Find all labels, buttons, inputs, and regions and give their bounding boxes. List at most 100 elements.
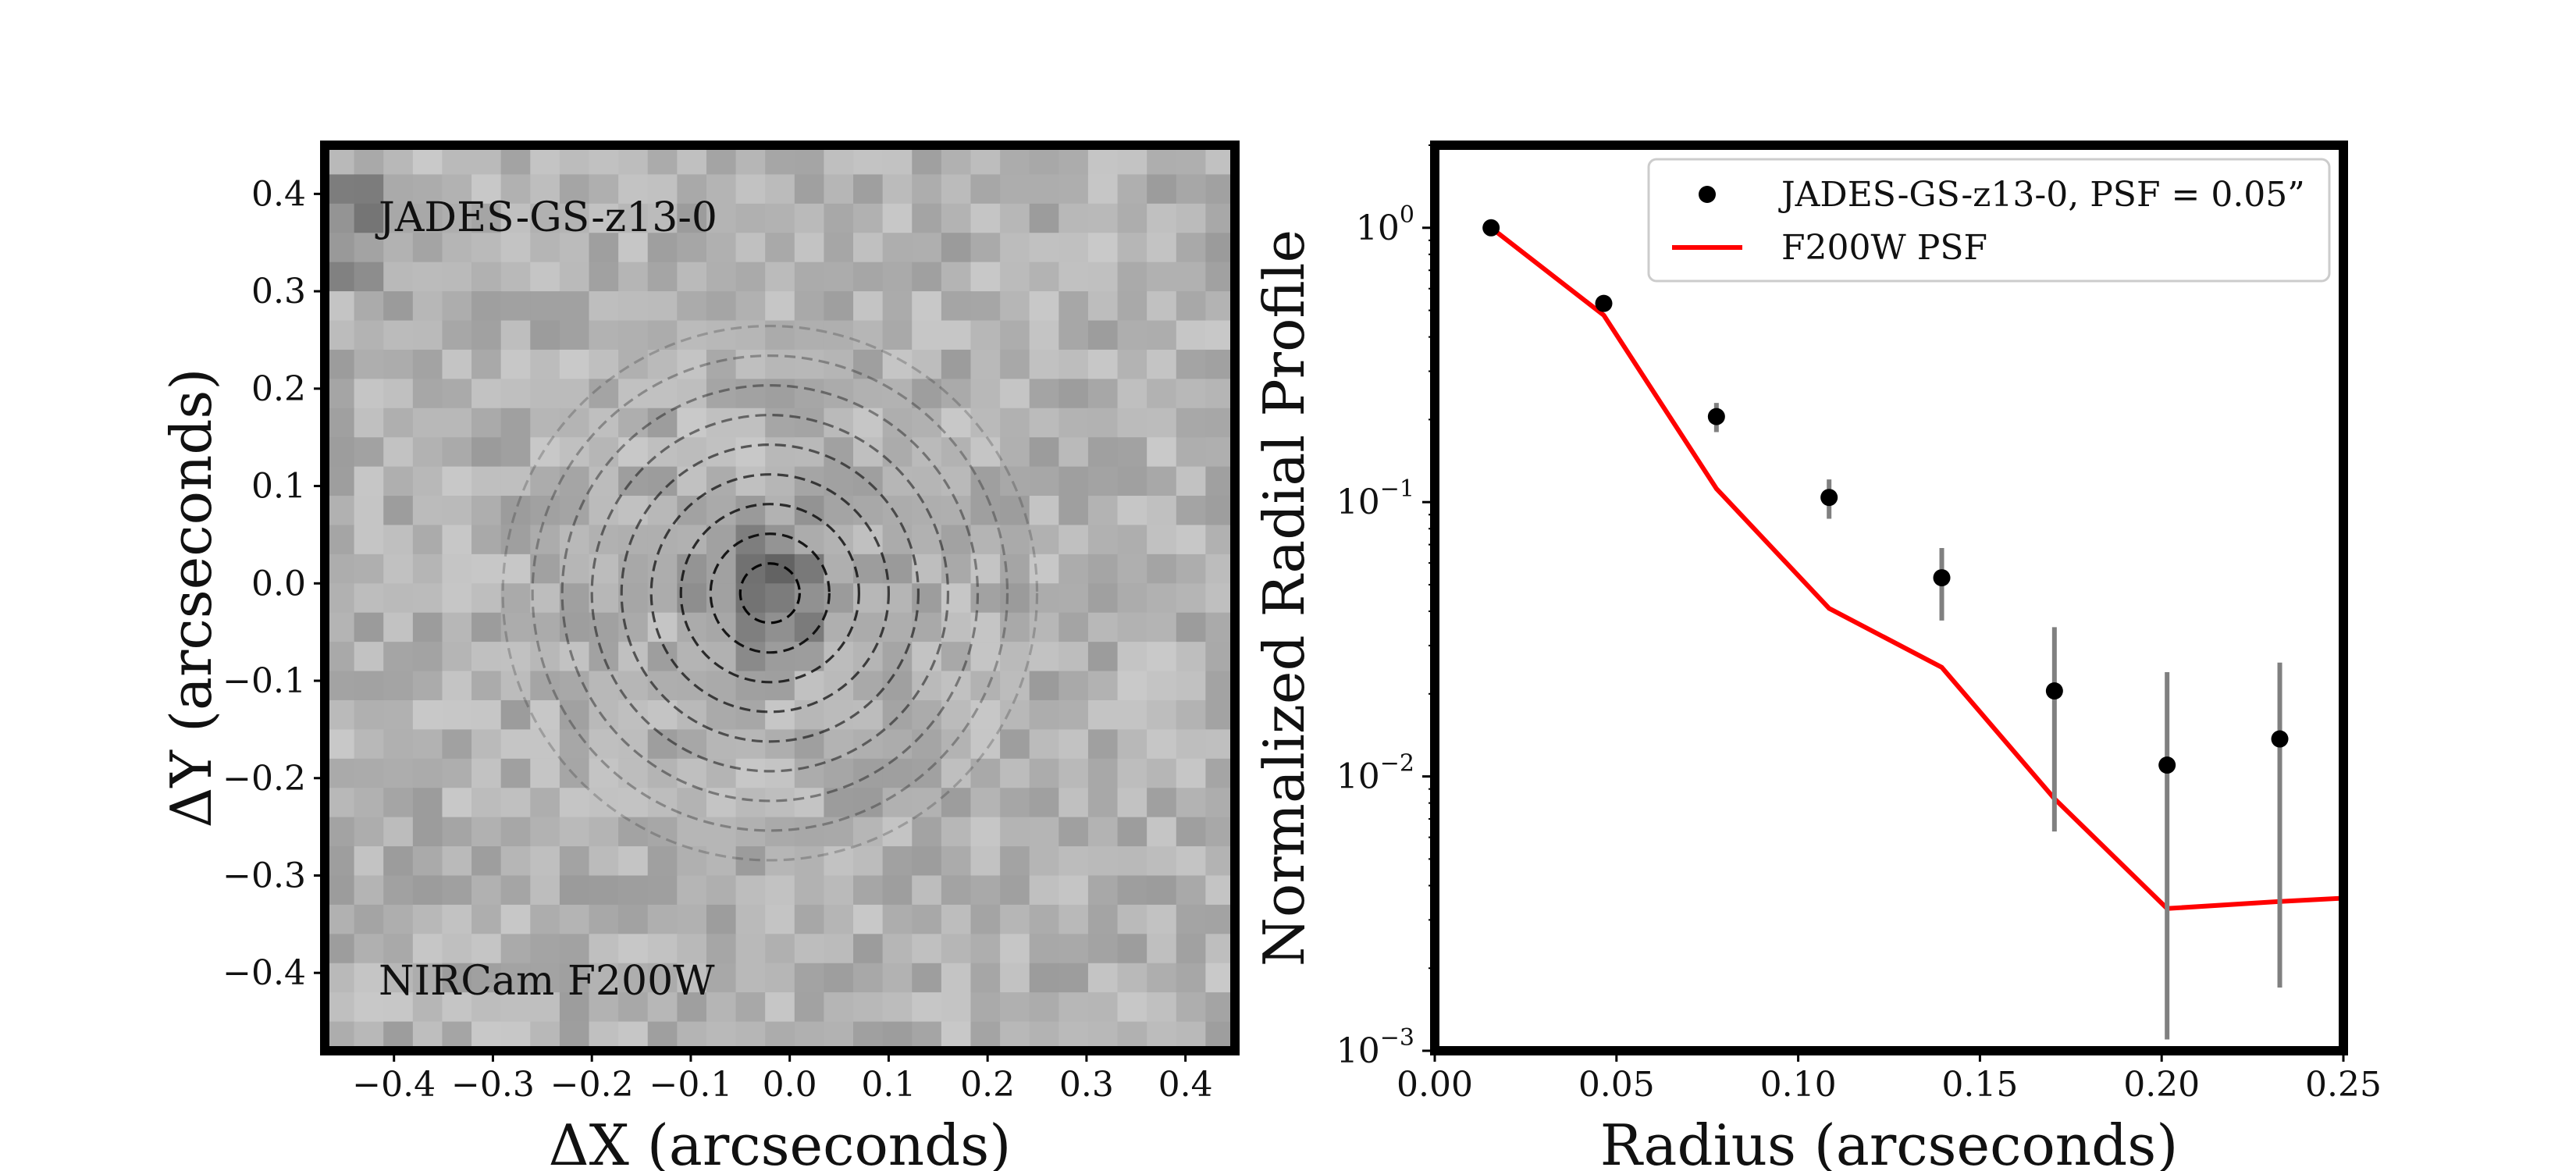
image-pixel	[1117, 1021, 1147, 1051]
image-pixel	[1087, 496, 1119, 526]
profile-y-ticks: 100 10−1 10−2 10−3	[1336, 144, 1435, 1071]
image-pixel	[530, 875, 560, 906]
image-pixel	[1147, 642, 1177, 672]
image-pixel	[1117, 233, 1147, 263]
image-pixel	[882, 875, 913, 906]
image-pixel	[325, 671, 355, 701]
image-pixel	[853, 525, 884, 555]
image-pixel	[412, 233, 443, 263]
data-point	[1595, 294, 1613, 312]
image-pixel	[970, 788, 1001, 818]
image-pixel	[1000, 992, 1030, 1023]
image-pixel	[1117, 553, 1147, 584]
image-y-tick-label: −0.3	[222, 856, 306, 895]
image-pixel	[412, 934, 443, 964]
image-pixel	[970, 553, 1001, 584]
image-pixel	[882, 583, 913, 614]
image-pixel	[1205, 934, 1235, 964]
image-pixel	[882, 846, 913, 877]
image-pixel	[559, 788, 590, 818]
image-pixel	[824, 934, 854, 964]
image-pixel	[853, 642, 884, 672]
image-pixel	[882, 817, 913, 847]
image-pixel	[589, 233, 619, 263]
image-pixel	[589, 671, 619, 701]
image-pixel	[412, 788, 443, 818]
image-pixel	[706, 320, 737, 351]
image-pixel	[941, 1021, 972, 1051]
legend-box	[1647, 158, 2331, 283]
image-pixel	[471, 934, 502, 964]
image-pixel	[706, 437, 737, 468]
image-pixel	[706, 291, 737, 322]
image-pixel	[500, 496, 531, 526]
image-pixel	[912, 671, 942, 701]
image-pixel	[882, 904, 913, 934]
profile-x-tick-label: 0.25	[2305, 1065, 2382, 1105]
image-pixel	[912, 846, 942, 877]
image-pixel	[1059, 934, 1089, 964]
image-pixel	[941, 437, 972, 468]
image-pixel	[1147, 612, 1177, 642]
image-pixel	[1117, 583, 1147, 614]
image-pixel	[677, 408, 707, 438]
image-pixel	[1117, 758, 1147, 788]
image-pixel	[589, 203, 619, 233]
image-pixel	[912, 553, 942, 584]
image-pixel	[794, 145, 825, 176]
image-panel-frame	[320, 141, 1240, 1055]
image-pixel	[647, 583, 678, 614]
image-pixel	[442, 145, 472, 176]
image-pixel	[618, 437, 649, 468]
image-pixel	[500, 846, 531, 877]
image-pixel	[471, 1021, 502, 1051]
image-pixel	[765, 437, 795, 468]
image-pixel	[824, 145, 854, 176]
image-pixel	[941, 904, 972, 934]
image-pixel	[1176, 934, 1206, 964]
image-pixel	[765, 758, 795, 788]
image-pixel	[765, 642, 795, 672]
image-pixel	[530, 758, 560, 788]
image-pixel	[500, 904, 531, 934]
image-pixel	[706, 145, 737, 176]
image-pixel	[1205, 496, 1235, 526]
image-pixel	[706, 817, 737, 847]
image-pixel	[1029, 642, 1059, 672]
image-pixel	[1087, 963, 1119, 993]
image-pixel	[706, 233, 737, 263]
image-pixel	[383, 262, 414, 292]
image-pixel	[794, 379, 825, 409]
image-x-tick-label: 0.3	[1059, 1065, 1114, 1105]
image-pixel	[412, 320, 443, 351]
image-pixel	[471, 992, 502, 1023]
image-pixel	[1029, 904, 1059, 934]
image-pixel	[735, 671, 766, 701]
image-pixel	[589, 846, 619, 877]
legend-marker-data	[1699, 186, 1716, 203]
image-pixel	[354, 233, 384, 263]
image-pixel	[824, 553, 854, 584]
image-pixel	[941, 642, 972, 672]
image-pixel	[1147, 349, 1177, 379]
image-pixel	[589, 349, 619, 379]
image-pixel	[647, 291, 678, 322]
image-pixel	[970, 699, 1001, 730]
image-pixel	[325, 846, 355, 877]
image-pixel	[412, 875, 443, 906]
image-pixel	[325, 203, 355, 233]
image-pixel	[647, 963, 678, 993]
image-pixel	[1205, 349, 1235, 379]
image-pixel	[1059, 846, 1089, 877]
image-pixel	[1029, 262, 1059, 292]
image-pixel	[1000, 320, 1030, 351]
image-pixel	[1000, 729, 1030, 760]
image-pixel	[1205, 875, 1235, 906]
image-pixel	[735, 379, 766, 409]
image-pixel	[530, 699, 560, 730]
image-pixel	[824, 496, 854, 526]
image-y-tick-label: −0.2	[222, 759, 306, 799]
image-pixel	[530, 934, 560, 964]
image-pixel	[1176, 846, 1206, 877]
image-pixel	[1117, 992, 1147, 1023]
